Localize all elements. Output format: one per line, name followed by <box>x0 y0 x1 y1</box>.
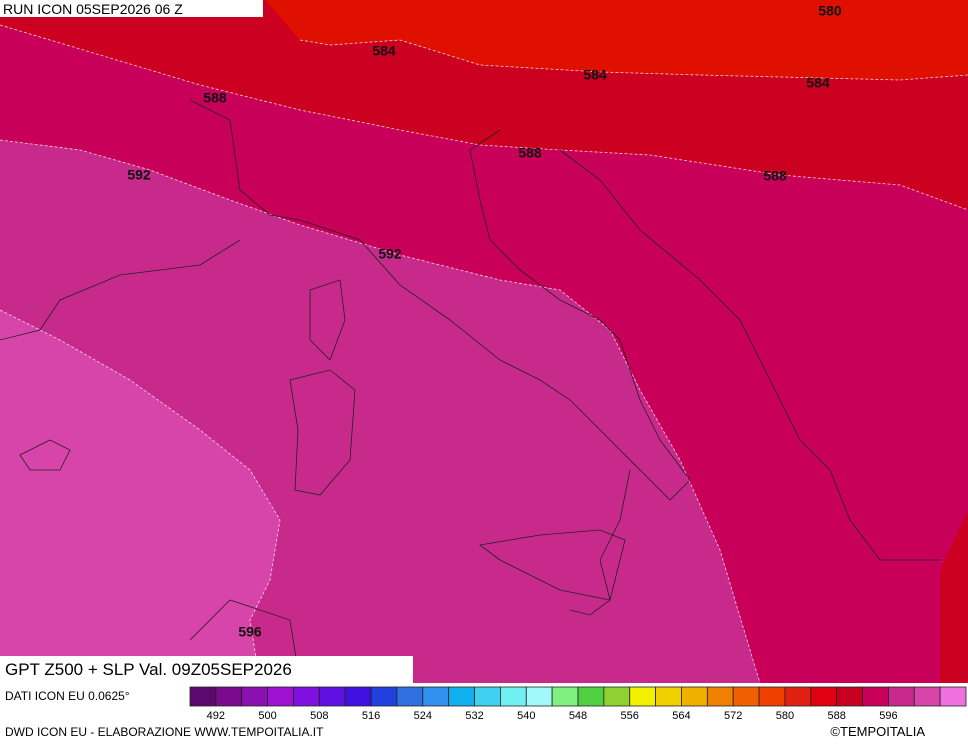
run-label: RUN ICON 05SEP2026 06 Z <box>3 1 183 17</box>
isoline <box>0 139 761 684</box>
color-box <box>913 686 941 707</box>
color-box <box>888 686 915 707</box>
color-box <box>241 686 269 707</box>
coastline <box>0 239 241 341</box>
contour-label: 596 <box>238 624 262 640</box>
colorbar-tick-label: 580 <box>776 710 794 722</box>
colorbar-tick-label: 532 <box>465 710 483 722</box>
isoline <box>0 24 968 211</box>
coastline <box>189 599 301 684</box>
title: GPT Z500 + SLP Val. 09Z05SEP2026 <box>5 660 292 679</box>
corsica <box>309 279 346 361</box>
colorbar-tick-label: 516 <box>362 710 380 722</box>
header-box <box>0 0 263 17</box>
color-box <box>448 686 475 707</box>
sardinia <box>289 369 356 496</box>
colorbar-tick-label: 556 <box>621 710 639 722</box>
colorbar-tick-label: 508 <box>310 710 328 722</box>
colorbar-tick-label: 572 <box>724 710 742 722</box>
contour-label: 592 <box>127 167 151 183</box>
color-box <box>293 686 320 707</box>
contour-label: 580 <box>818 3 842 19</box>
baleares <box>19 439 71 471</box>
color-box <box>577 686 605 707</box>
colorbar-tick-label: 548 <box>569 710 587 722</box>
colorbar-tick-label: 588 <box>827 710 845 722</box>
zone-580-584 <box>265 0 968 80</box>
contour-label: 584 <box>583 67 607 83</box>
colorbar-tick-label: 564 <box>672 710 690 722</box>
color-box <box>474 686 501 707</box>
isoline <box>0 309 281 684</box>
color-box <box>732 686 760 707</box>
colorbar-tick-label: 596 <box>879 710 897 722</box>
color-box <box>551 686 579 707</box>
color-box <box>396 686 424 707</box>
color-box <box>862 686 889 707</box>
colorbar-tick-label: 524 <box>414 710 432 722</box>
color-box <box>655 686 682 707</box>
contour-labels: 580 584 584 584 588 588 588 592 592 596 <box>127 3 842 640</box>
coastline <box>569 469 631 616</box>
color-box <box>603 686 631 707</box>
color-box <box>681 686 708 707</box>
contour-label: 588 <box>518 145 542 161</box>
contour-label: 588 <box>203 90 227 106</box>
color-box <box>629 686 657 707</box>
color-box <box>189 686 217 707</box>
color-box <box>784 686 812 707</box>
contour-label: 588 <box>763 168 787 184</box>
colorbar-tick-label: 500 <box>258 710 276 722</box>
coastline <box>559 149 940 561</box>
color-box <box>422 686 450 707</box>
colorbar: 492 500 508 516 524 532 540 548 556 564 572 580 588 5… <box>189 686 967 722</box>
color-box <box>318 686 346 707</box>
map <box>0 0 968 684</box>
footer-left: DWD ICON EU - ELABORAZIONE WWW.TEMPOITAL… <box>5 725 324 739</box>
zone-596 <box>0 310 280 683</box>
color-box <box>499 686 527 707</box>
colorbar-tick-label: 492 <box>207 710 225 722</box>
colorbar-tick-label: 540 <box>517 710 535 722</box>
color-box <box>344 686 372 707</box>
color-box <box>758 686 786 707</box>
title-box <box>0 656 413 683</box>
coastline <box>189 99 691 501</box>
color-box <box>939 686 967 707</box>
color-box <box>706 686 734 707</box>
color-box <box>836 686 863 707</box>
contour-label: 592 <box>378 246 402 262</box>
color-box <box>267 686 294 707</box>
contour-label: 584 <box>806 75 830 91</box>
zone-red-corner <box>940 510 968 683</box>
color-box <box>525 686 553 707</box>
contour-label: 584 <box>372 43 396 59</box>
sicily <box>479 529 626 601</box>
color-box <box>370 686 398 707</box>
source: DATI ICON EU 0.0625° <box>5 689 130 703</box>
footer-right: ©TEMPOITALIA <box>830 724 925 739</box>
color-box <box>215 686 243 707</box>
color-box <box>810 686 838 707</box>
